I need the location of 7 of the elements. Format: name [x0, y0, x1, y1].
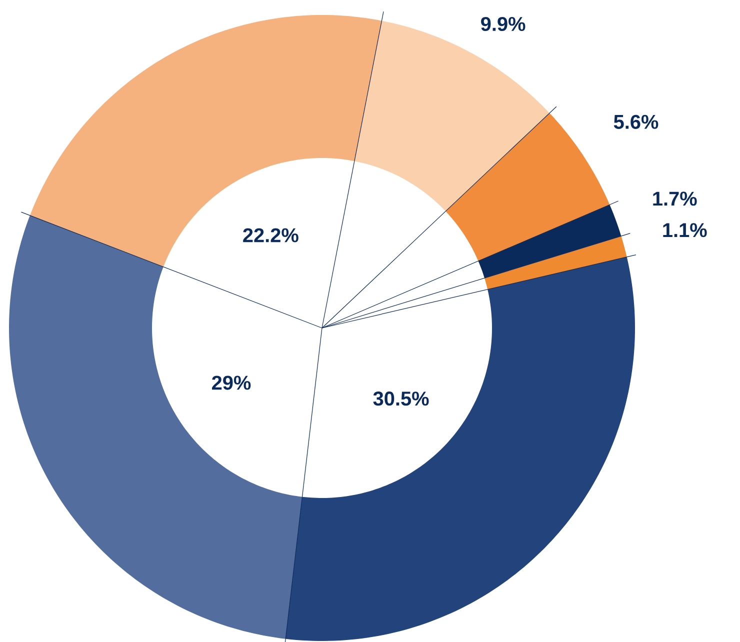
data-label: 1.7%	[653, 192, 697, 206]
data-label: 22.2%	[243, 228, 298, 242]
data-label: 9.9%	[481, 16, 526, 32]
data-label: 1.1%	[663, 223, 707, 238]
data-label: 30.5%	[373, 392, 429, 406]
data-label: 5.6%	[614, 114, 658, 129]
data-label: 29%	[212, 376, 251, 390]
